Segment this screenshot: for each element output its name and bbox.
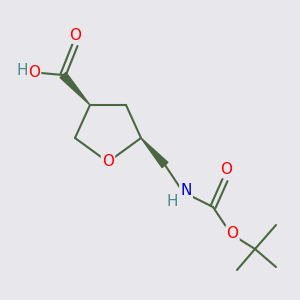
Text: O: O [102, 154, 114, 169]
Text: O: O [220, 162, 232, 177]
Polygon shape [60, 72, 90, 105]
Text: O: O [226, 226, 238, 242]
Text: O: O [28, 65, 40, 80]
Text: H: H [17, 63, 28, 78]
Text: H: H [167, 194, 178, 208]
Polygon shape [141, 138, 168, 168]
Text: N: N [180, 183, 192, 198]
Text: O: O [69, 28, 81, 43]
